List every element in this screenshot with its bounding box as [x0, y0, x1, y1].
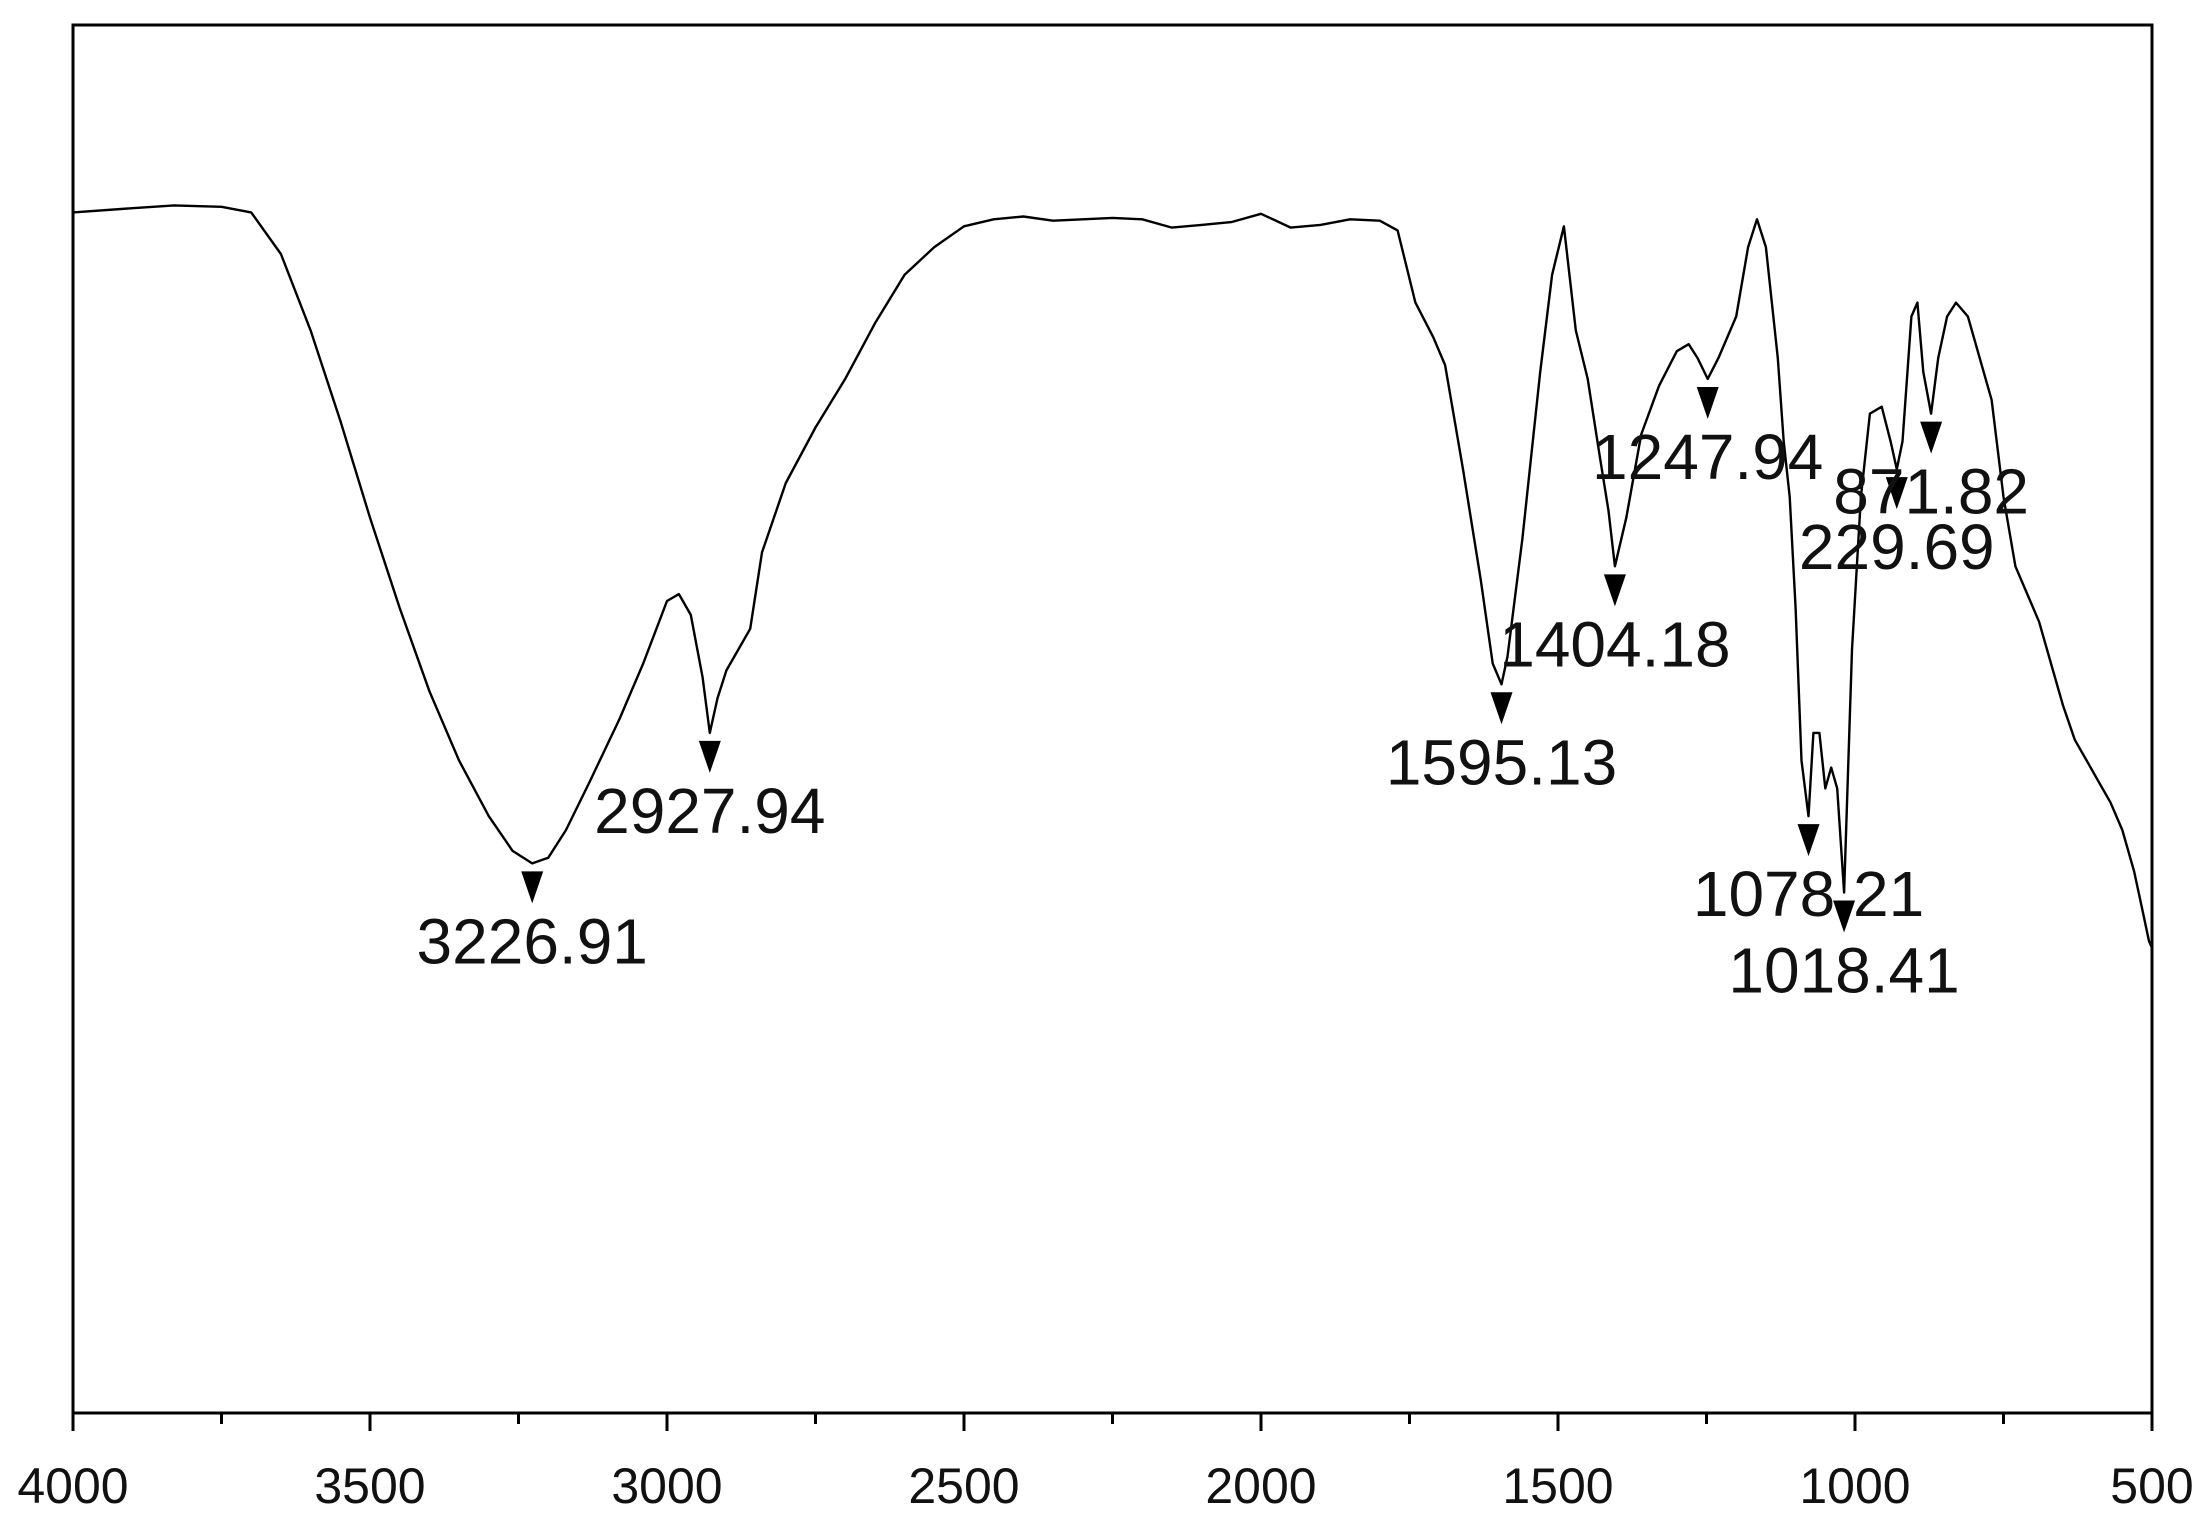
x-tick-label: 1000 — [1799, 1458, 1910, 1514]
x-tick-label: 3000 — [611, 1458, 722, 1514]
x-tick-label: 500 — [2110, 1458, 2193, 1514]
spectrum-line-group — [72, 204, 2154, 949]
peak-marker — [698, 740, 721, 773]
peak-marker — [1696, 386, 1719, 419]
peak-label: 1078.21 — [1693, 858, 1924, 930]
peak-label: 1247.94 — [1592, 421, 1823, 493]
peak-marker — [1797, 824, 1820, 857]
x-tick-label: 2000 — [1205, 1458, 1316, 1514]
x-axis-ticks — [71, 1413, 2154, 1431]
spectrum-line — [72, 204, 2154, 949]
peak-marker — [1885, 477, 1908, 510]
peak-marker — [1833, 900, 1856, 933]
peak-label: 1404.18 — [1499, 608, 1730, 680]
x-tick-label: 3500 — [314, 1458, 425, 1514]
peak-label: 3226.91 — [417, 905, 648, 977]
x-axis-tick-labels: 4000 3500 3000 2500 2000 1500 1000 500 — [17, 1458, 2193, 1514]
x-tick-label: 1500 — [1502, 1458, 1613, 1514]
x-tick-label: 2500 — [908, 1458, 1019, 1514]
peak-marker — [1603, 574, 1626, 607]
peak-annotations: 3226.91 2927.94 1595.13 1404.18 1247.94 1078.… — [417, 386, 2029, 1007]
peak-marker — [1490, 692, 1513, 725]
peak-marker — [521, 871, 544, 904]
peak-label: 1595.13 — [1386, 726, 1617, 798]
peak-label: 2927.94 — [594, 775, 825, 847]
plot-frame — [71, 23, 2154, 1415]
peak-marker — [1920, 421, 1943, 454]
peak-label: 871.82 — [1833, 456, 2029, 528]
x-tick-label: 4000 — [17, 1458, 128, 1514]
peak-label: 229.69 — [1799, 511, 1995, 583]
peak-label: 1018.41 — [1728, 935, 1959, 1007]
